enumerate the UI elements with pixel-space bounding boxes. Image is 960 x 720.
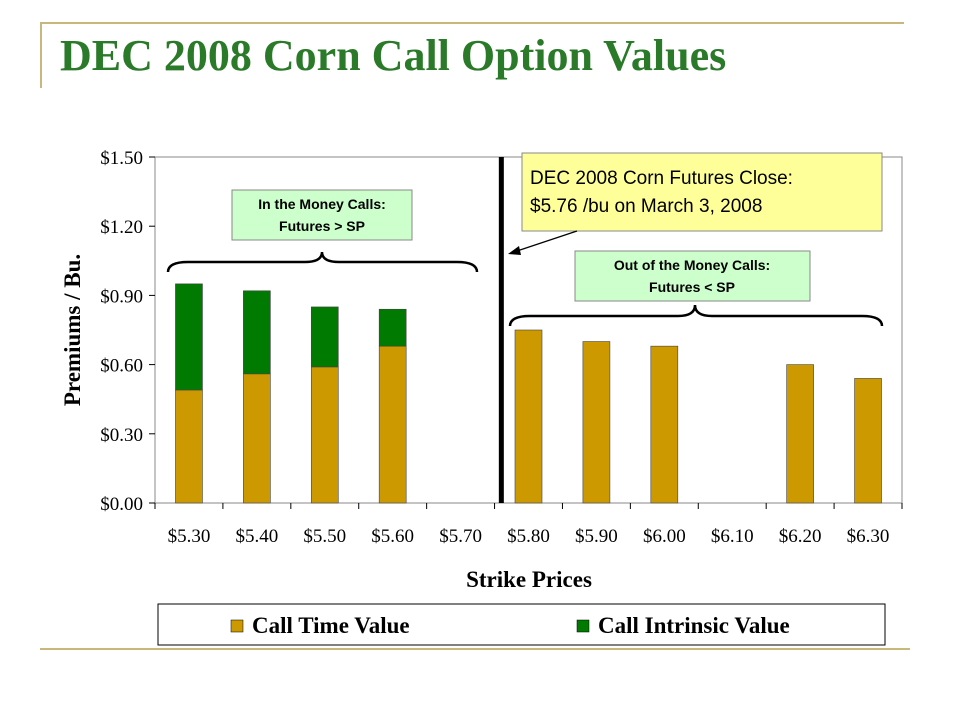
x-axis: $5.30 $5.40 $5.50 $5.60 $5.70 $5.80 $5.90 $6.00… xyxy=(154,503,903,547)
y-tick-label: $0.00 xyxy=(100,494,143,515)
otm-callout-box xyxy=(574,250,811,302)
bar-intrinsic-value xyxy=(310,306,339,368)
y-axis-label: Premiums / Bu. xyxy=(60,254,85,406)
x-tick-label: $6.30 xyxy=(847,526,890,547)
x-tick-label: $6.10 xyxy=(711,526,754,547)
y-tick-label: $1.50 xyxy=(100,148,143,169)
slide-title: DEC 2008 Corn Call Option Values xyxy=(60,31,727,80)
bar-time-value xyxy=(514,329,543,504)
bar-time-value xyxy=(582,341,611,504)
futures-close-callout-box xyxy=(521,152,883,232)
top-accent-line xyxy=(40,22,904,24)
itm-callout-line2: Futures > SP xyxy=(279,218,365,234)
x-axis-label: Strike Prices xyxy=(466,567,592,592)
otm-callout-line2: Futures < SP xyxy=(649,279,735,295)
bar-intrinsic-value xyxy=(378,308,407,347)
bar-intrinsic-value xyxy=(243,290,271,375)
x-tick-label: $5.60 xyxy=(371,526,414,547)
itm-callout-box xyxy=(231,189,413,241)
legend-swatch-time-value xyxy=(230,619,244,633)
bar-time-value xyxy=(378,345,407,504)
bottom-accent-line xyxy=(40,648,910,650)
otm-brace xyxy=(508,304,884,327)
legend-label-time-value: Call Time Value xyxy=(252,613,410,638)
bar-time-value xyxy=(650,345,679,504)
y-tick-label: $0.30 xyxy=(100,425,143,446)
legend-label-intrinsic-value: Call Intrinsic Value xyxy=(598,613,790,638)
itm-brace xyxy=(166,251,479,273)
left-accent-line xyxy=(40,22,42,88)
y-tick-label: $0.90 xyxy=(100,286,143,307)
bar-time-value xyxy=(854,378,882,504)
x-tick-label: $5.30 xyxy=(168,526,211,547)
x-tick-label: $5.70 xyxy=(439,526,482,547)
y-axis: $0.00 $0.30 $0.60 $0.90 $1.20 $1.50 xyxy=(100,148,155,515)
bar-intrinsic-value xyxy=(175,283,203,391)
bar-time-value xyxy=(175,389,203,504)
y-tick-label: $1.20 xyxy=(100,217,143,238)
itm-callout-line1: In the Money Calls: xyxy=(258,196,386,212)
callout-arrow-head xyxy=(508,246,521,255)
x-tick-label: $5.40 xyxy=(235,526,278,547)
x-tick-label: $6.20 xyxy=(779,526,822,547)
x-tick-label: $5.80 xyxy=(507,526,550,547)
legend xyxy=(157,603,886,646)
x-tick-label: $6.00 xyxy=(643,526,686,547)
x-tick-label: $5.50 xyxy=(303,526,346,547)
legend-swatch-intrinsic-value xyxy=(576,619,590,633)
otm-callout-line1: Out of the Money Calls: xyxy=(614,257,770,273)
bar-series xyxy=(175,283,882,504)
bar-time-value xyxy=(243,373,271,504)
y-tick-label: $0.60 xyxy=(100,356,143,377)
bar-time-value xyxy=(310,366,339,504)
futures-close-callout-line2: $5.76 /bu on March 3, 2008 xyxy=(530,196,762,217)
bar-time-value xyxy=(786,364,814,504)
futures-close-callout-line1: DEC 2008 Corn Futures Close: xyxy=(530,168,793,189)
x-tick-label: $5.90 xyxy=(575,526,618,547)
callout-arrow-line xyxy=(516,230,578,252)
